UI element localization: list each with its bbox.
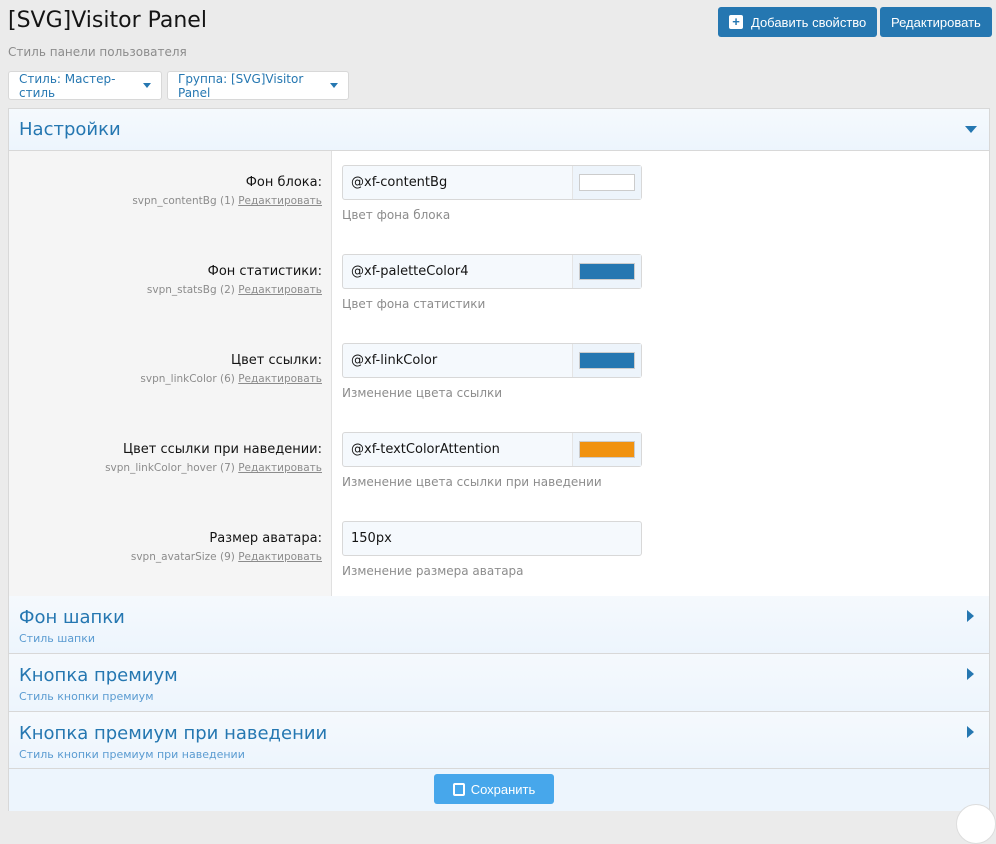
color-picker-button[interactable] — [572, 255, 641, 288]
save-label: Сохранить — [470, 781, 536, 797]
setting-explain: Цвет фона статистики — [342, 297, 486, 311]
setting-value-input[interactable]: @xf-paletteColor4 — [342, 254, 642, 289]
setting-key: svpn_statsBg (2) Редактировать — [146, 284, 322, 296]
section-settings-header[interactable]: Настройки — [9, 109, 989, 151]
settings-panel: Настройки Фон блока: svpn_contentBg (1) … — [8, 108, 990, 811]
section-title: Кнопка премиум — [19, 665, 178, 686]
edit-property-link[interactable]: Редактировать — [238, 551, 322, 563]
group-filter[interactable]: Группа: [SVG]Visitor Panel — [167, 71, 349, 100]
section-title: Кнопка премиум при наведении — [19, 723, 328, 744]
save-button[interactable]: Сохранить — [434, 774, 554, 804]
input-value: @xf-contentBg — [351, 175, 448, 190]
section-premium-button[interactable]: Кнопка премиум Стиль кнопки премиум — [9, 654, 989, 712]
section-title: Настройки — [19, 119, 121, 140]
page-title: [SVG]Visitor Panel — [8, 8, 207, 33]
add-property-button[interactable]: + Добавить свойство — [718, 7, 878, 37]
collapse-arrow-icon — [965, 126, 977, 133]
section-desc: Стиль шапки — [19, 632, 96, 645]
setting-value-input[interactable]: @xf-contentBg — [342, 165, 642, 200]
labels-column — [9, 151, 332, 596]
setting-explain: Изменение размера аватара — [342, 564, 524, 578]
input-value: @xf-linkColor — [351, 353, 438, 368]
setting-key: svpn_contentBg (1) Редактировать — [132, 195, 322, 207]
setting-label: Цвет ссылки при наведении: — [123, 442, 322, 457]
caret-down-icon — [143, 83, 151, 88]
input-value: @xf-paletteColor4 — [351, 264, 469, 279]
edit-property-link[interactable]: Редактировать — [238, 373, 322, 385]
section-header-bg[interactable]: Фон шапки Стиль шапки — [9, 596, 989, 654]
add-property-label: Добавить свойство — [751, 14, 867, 30]
setting-label: Фон блока: — [245, 175, 322, 190]
color-swatch — [579, 174, 635, 191]
setting-label: Фон статистики: — [207, 264, 322, 279]
caret-down-icon — [330, 83, 338, 88]
color-picker-button[interactable] — [572, 166, 641, 199]
setting-row: Фон статистики: svpn_statsBg (2) Редакти… — [9, 254, 989, 343]
color-swatch — [579, 263, 635, 280]
setting-value-input[interactable]: @xf-textColorAttention — [342, 432, 642, 467]
style-filter[interactable]: Стиль: Мастер-стиль — [8, 71, 162, 100]
setting-key: svpn_linkColor_hover (7) Редактировать — [105, 462, 322, 474]
setting-key: svpn_linkColor (6) Редактировать — [140, 373, 322, 385]
setting-key: svpn_avatarSize (9) Редактировать — [130, 551, 322, 563]
section-title: Фон шапки — [19, 607, 125, 628]
color-swatch — [579, 352, 635, 369]
form-footer: Сохранить — [9, 769, 989, 811]
setting-label: Цвет ссылки: — [230, 353, 322, 368]
input-value: @xf-textColorAttention — [351, 442, 500, 457]
setting-row: Размер аватара: svpn_avatarSize (9) Реда… — [9, 521, 989, 610]
setting-label: Размер аватара: — [209, 531, 322, 546]
setting-explain: Изменение цвета ссылки — [342, 386, 503, 400]
edit-property-link[interactable]: Редактировать — [238, 284, 322, 296]
setting-row: Цвет ссылки при наведении: svpn_linkColo… — [9, 432, 989, 521]
edit-button[interactable]: Редактировать — [880, 7, 992, 37]
scroll-to-top-button[interactable] — [956, 804, 996, 844]
color-swatch — [579, 441, 635, 458]
setting-value-input[interactable]: 150px — [342, 521, 642, 556]
save-icon — [452, 782, 465, 796]
group-filter-label: Группа: [SVG]Visitor Panel — [178, 71, 304, 100]
setting-explain: Изменение цвета ссылки при наведении — [342, 475, 602, 489]
expand-arrow-icon — [967, 610, 974, 622]
edit-property-link[interactable]: Редактировать — [238, 195, 322, 207]
input-value: 150px — [351, 531, 392, 546]
style-filter-label: Стиль: Мастер-стиль — [19, 71, 116, 100]
expand-arrow-icon — [967, 726, 974, 738]
setting-explain: Цвет фона блока — [342, 208, 451, 222]
setting-value-input[interactable]: @xf-linkColor — [342, 343, 642, 378]
section-premium-button-hover[interactable]: Кнопка премиум при наведении Стиль кнопк… — [9, 712, 989, 769]
section-desc: Стиль кнопки премиум при наведении — [19, 748, 245, 761]
expand-arrow-icon — [967, 668, 974, 680]
page-subtitle: Стиль панели пользователя — [8, 45, 187, 59]
setting-row: Цвет ссылки: svpn_linkColor (6) Редактир… — [9, 343, 989, 432]
color-picker-button[interactable] — [572, 344, 641, 377]
edit-property-link[interactable]: Редактировать — [238, 462, 322, 474]
plus-icon: + — [729, 15, 743, 29]
color-picker-button[interactable] — [572, 433, 641, 466]
setting-row: Фон блока: svpn_contentBg (1) Редактиров… — [9, 165, 989, 254]
section-desc: Стиль кнопки премиум — [19, 690, 154, 703]
